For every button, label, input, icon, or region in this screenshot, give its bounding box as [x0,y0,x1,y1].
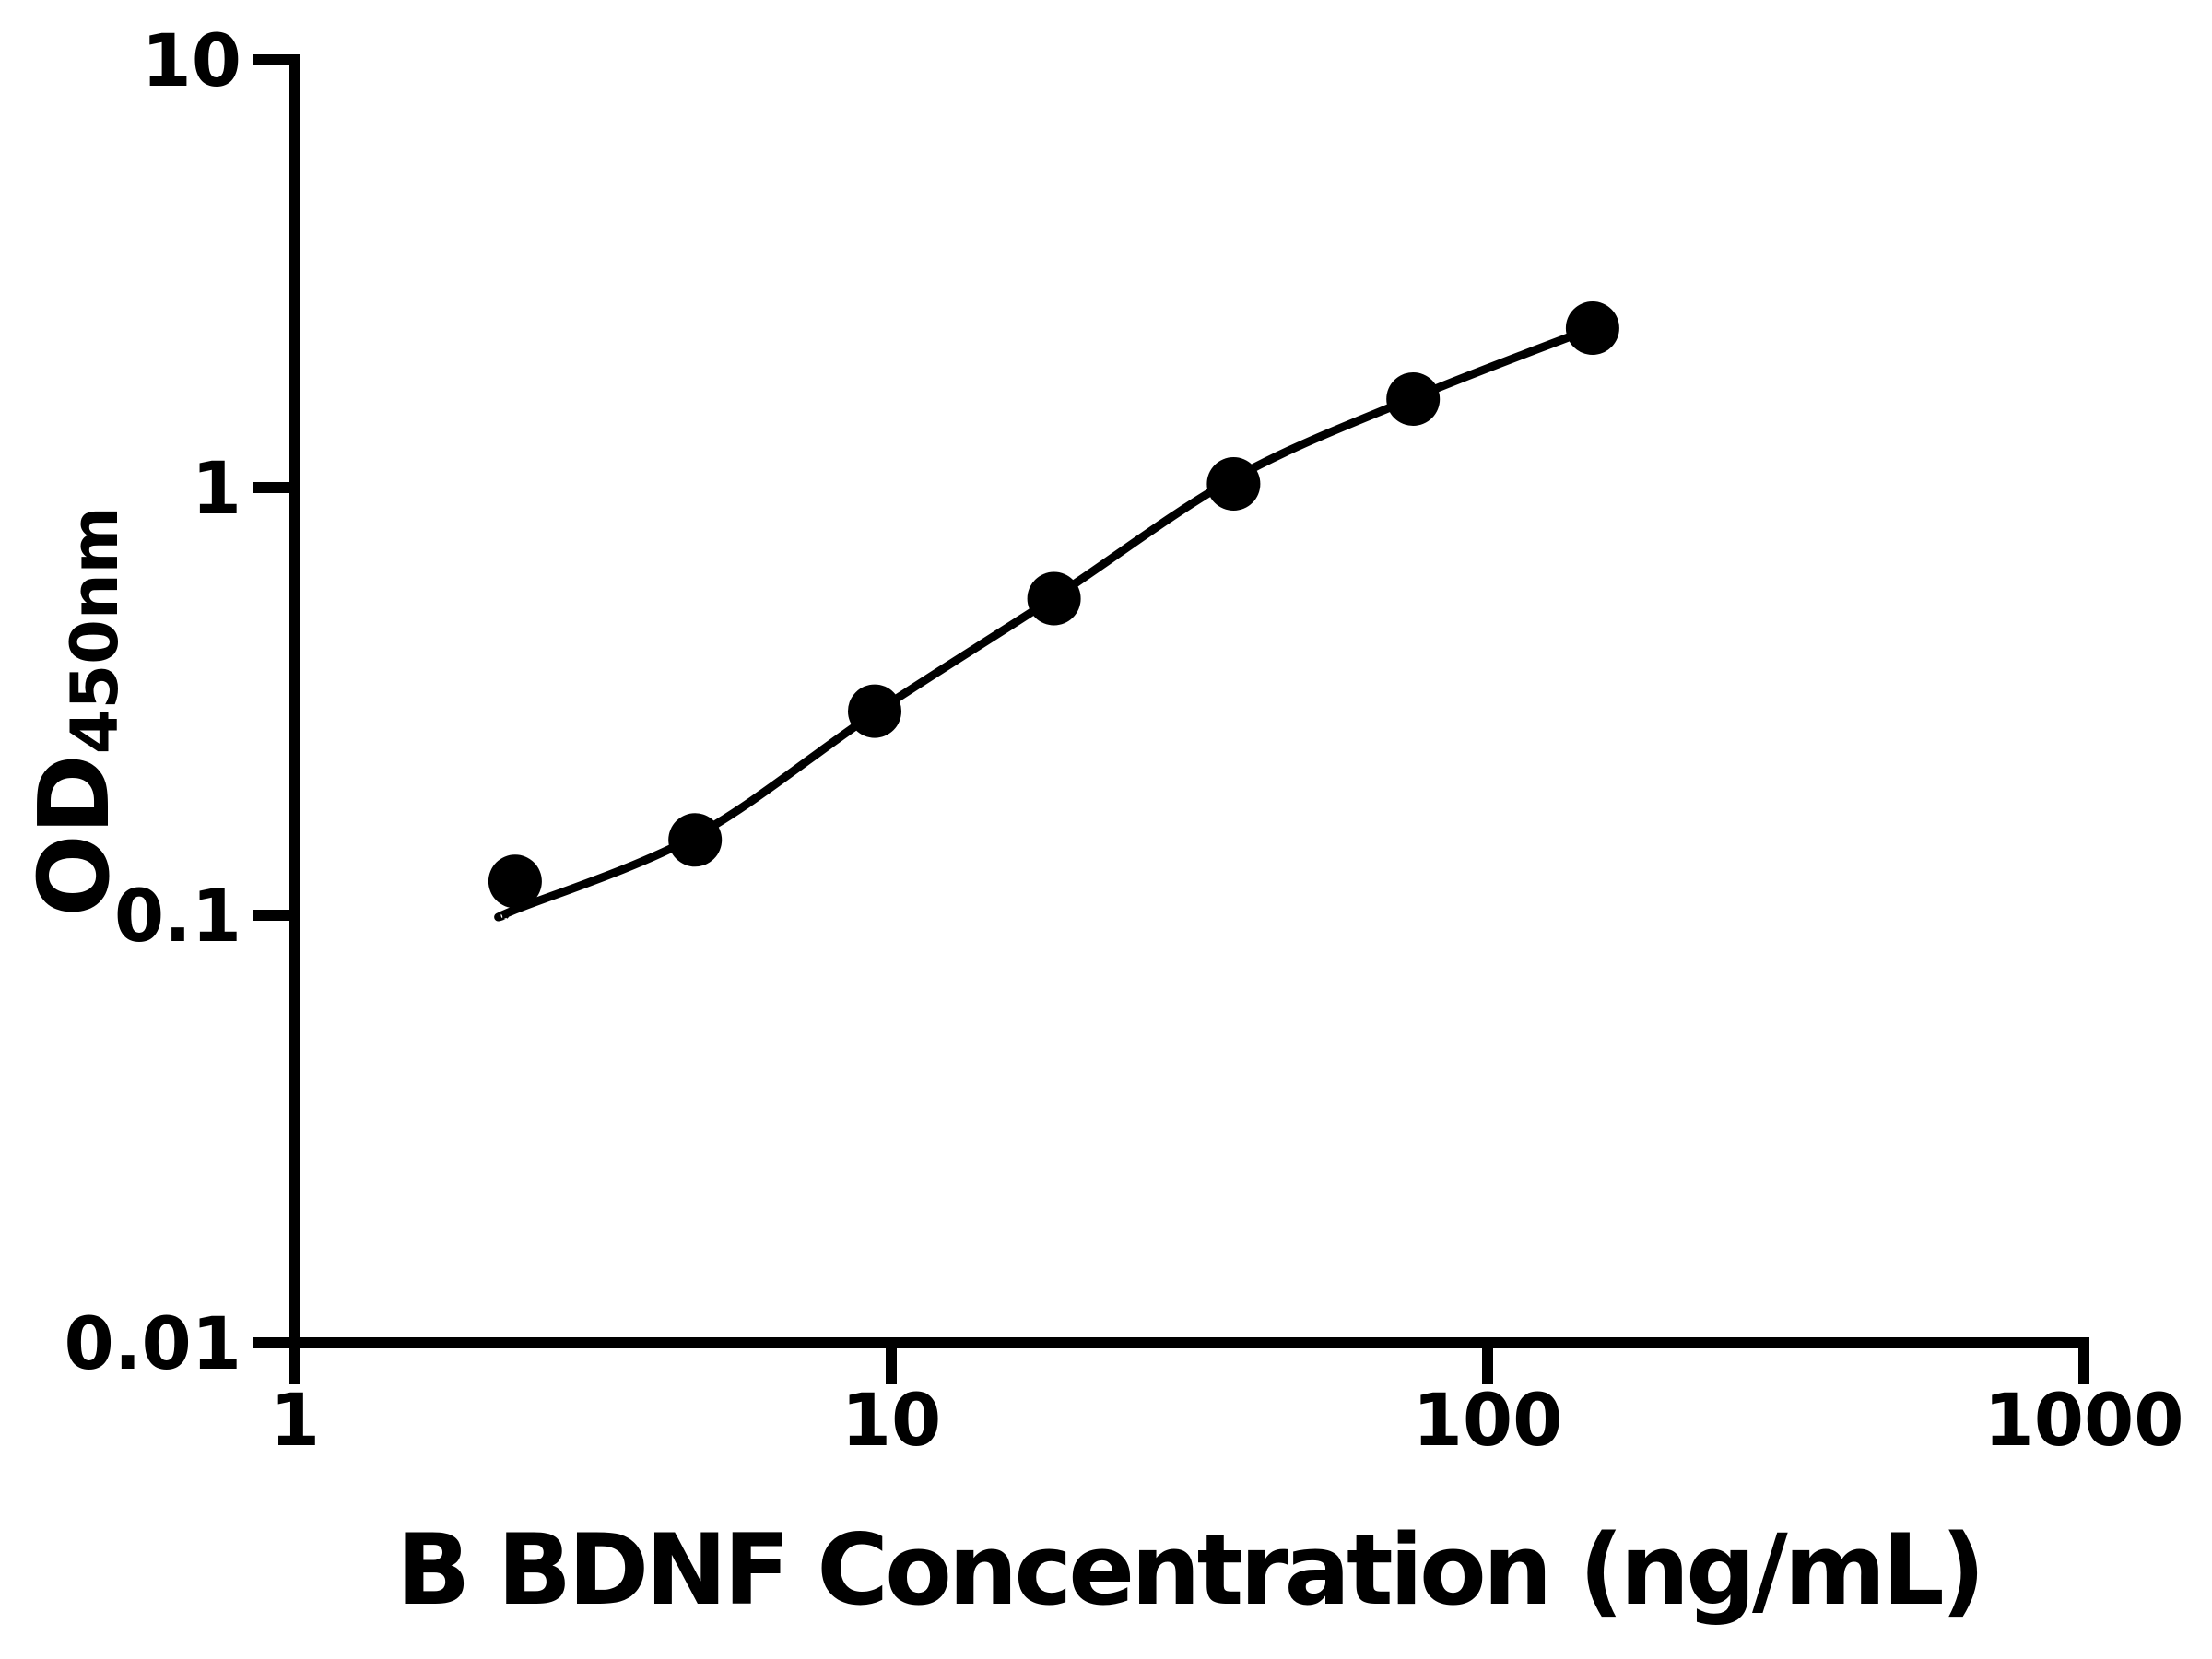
svg-text:OD450nm: OD450nm [18,506,133,916]
y-tick-label: 10 [141,20,241,103]
axes-group [289,54,2089,1348]
x-tick-label: 1000 [1983,1380,2183,1463]
y-tick-label: 1 [192,448,241,531]
data-point [668,813,723,867]
x-tick-label: 100 [1413,1380,1563,1463]
ticks-group [253,54,2089,1384]
y-tick-label: 0.01 [65,1303,241,1386]
data-point [1206,457,1261,511]
data-point [488,854,542,909]
data-point [1027,571,1081,626]
tick-labels-group: 0.01 0.1 1 10 1 10 100 1000 [65,20,2184,1463]
data-point [1565,301,1619,355]
data-points-group [488,301,1619,909]
y-axis-title-subscript: 450nm [57,506,133,754]
data-point [848,684,901,738]
x-axis-title: B BDNF Concentration (ng/mL) [396,1513,1982,1627]
x-tick-label: 10 [841,1380,942,1463]
y-tick-label: 0.1 [114,876,241,959]
y-axis-title: OD450nm [18,506,133,916]
data-point [1386,372,1441,426]
y-axis-title-main: OD [18,754,131,916]
x-tick-label: 1 [270,1380,320,1463]
